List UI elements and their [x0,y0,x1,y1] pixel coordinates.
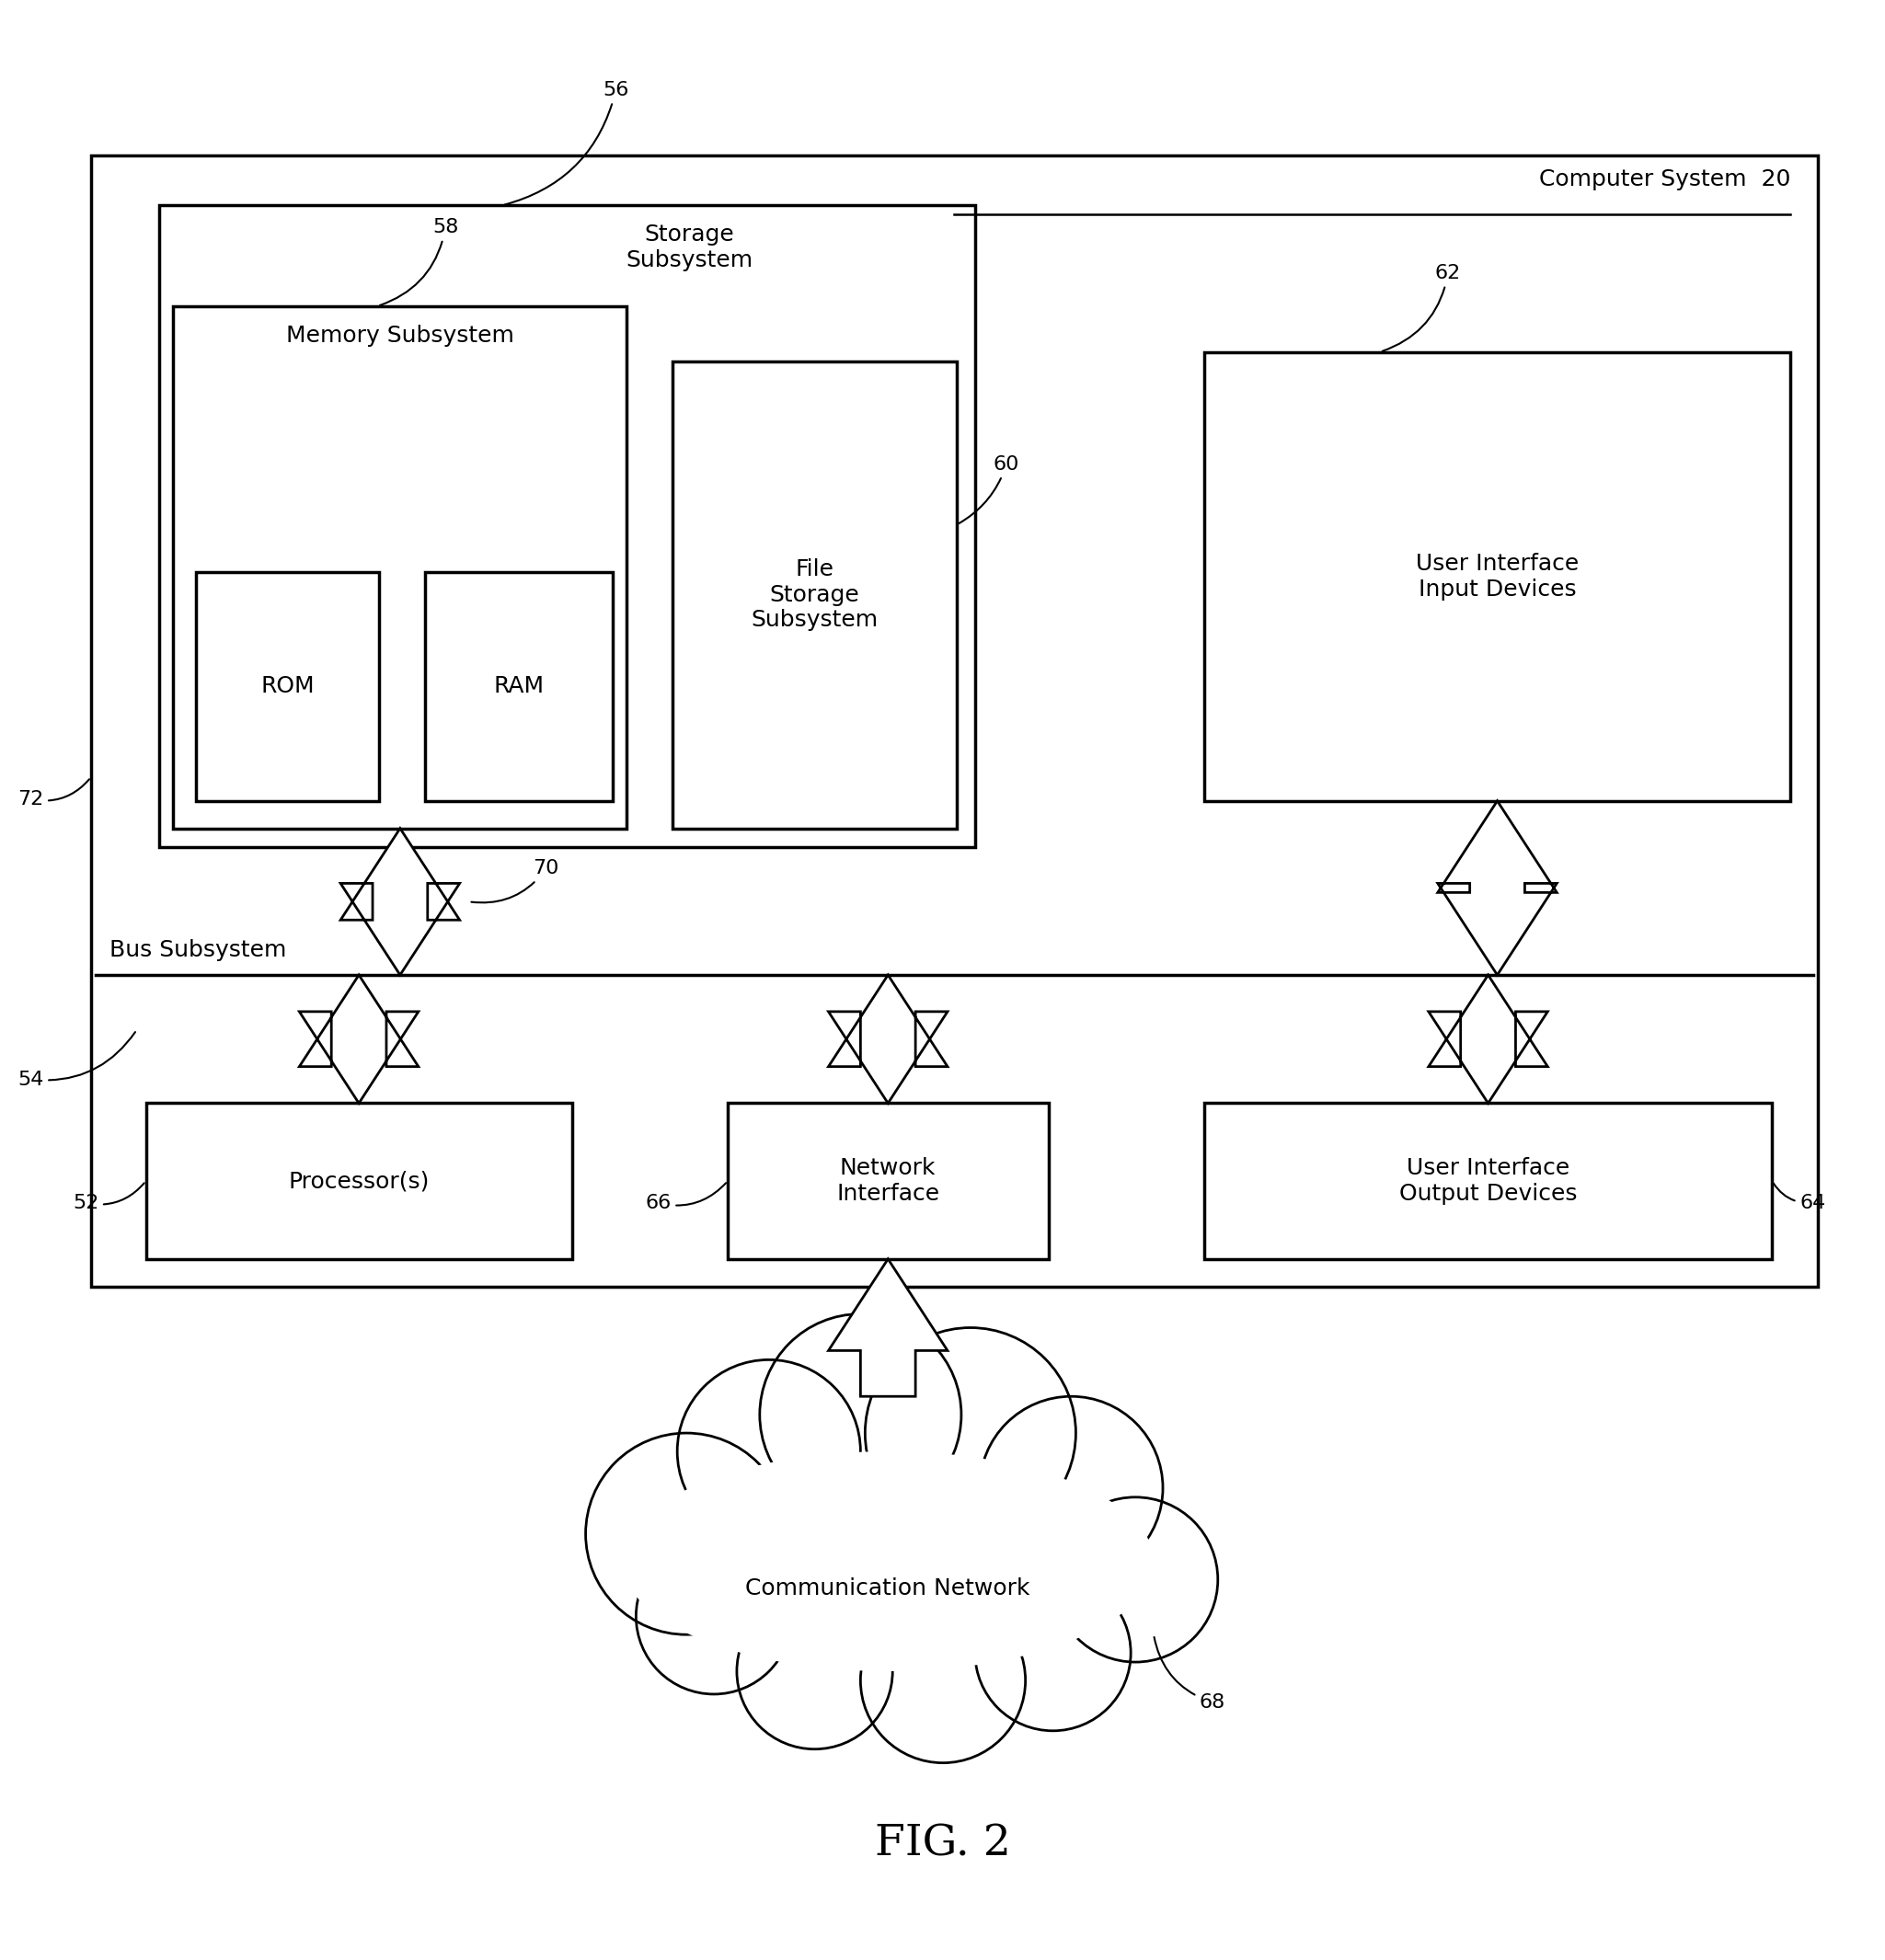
Bar [426,572,613,802]
Text: Memory Subsystem: Memory Subsystem [287,325,515,347]
Ellipse shape [603,1419,1172,1703]
Circle shape [760,1313,961,1515]
Text: 70: 70 [471,860,560,904]
Text: Communication Network: Communication Network [746,1578,1031,1599]
Circle shape [677,1360,860,1543]
Text: Processor(s): Processor(s) [288,1170,430,1192]
Circle shape [1054,1497,1218,1662]
Text: 54: 54 [17,1033,136,1088]
Circle shape [737,1593,893,1748]
Polygon shape [300,974,418,1103]
Bar [1205,353,1791,802]
Text: User Interface
Input Devices: User Interface Input Devices [1416,553,1580,600]
Bar [160,206,975,847]
Bar [728,1103,1048,1258]
Text: Network
Interface: Network Interface [837,1156,939,1205]
Text: 66: 66 [645,1184,726,1213]
Circle shape [635,1539,792,1693]
Text: 62: 62 [1382,265,1461,351]
Text: 64: 64 [1774,1184,1825,1213]
Polygon shape [341,829,460,974]
Text: Computer System  20: Computer System 20 [1538,169,1791,190]
Text: ROM: ROM [260,676,315,698]
Bar [673,361,958,829]
Text: 58: 58 [381,218,458,306]
Polygon shape [828,974,948,1103]
Circle shape [865,1327,1076,1539]
Circle shape [975,1576,1131,1731]
Text: 72: 72 [17,780,89,808]
Text: RAM: RAM [494,676,545,698]
Bar [1205,1103,1772,1258]
Text: File
Storage
Subsystem: File Storage Subsystem [750,559,878,631]
Polygon shape [1438,802,1557,974]
Text: Bus Subsystem: Bus Subsystem [109,939,287,960]
Text: 68: 68 [1154,1637,1225,1711]
Text: User Interface
Output Devices: User Interface Output Devices [1399,1156,1578,1205]
Polygon shape [828,1258,948,1396]
Bar [196,572,379,802]
Bar [173,306,628,829]
Bar [145,1103,571,1258]
Text: FIG. 2: FIG. 2 [875,1823,1010,1864]
Text: 60: 60 [959,455,1020,523]
Bar [90,155,1817,1286]
Ellipse shape [622,1450,1154,1672]
Text: 56: 56 [505,80,630,204]
Circle shape [860,1597,1025,1762]
Text: 52: 52 [72,1184,145,1213]
Text: Storage
Subsystem: Storage Subsystem [626,223,754,270]
Circle shape [586,1433,788,1635]
Polygon shape [1429,974,1548,1103]
Circle shape [980,1396,1163,1580]
